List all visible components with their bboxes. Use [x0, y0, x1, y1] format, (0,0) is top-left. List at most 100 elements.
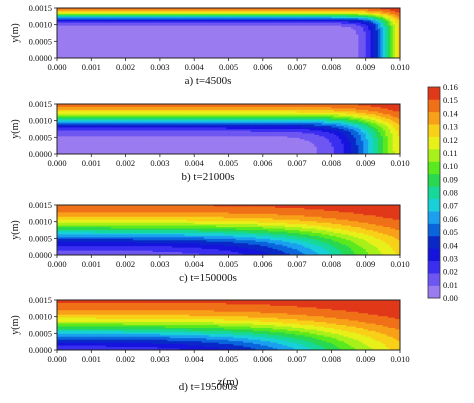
contour-cell	[132, 33, 136, 35]
contour-cell	[306, 10, 310, 13]
contour-cell	[120, 50, 124, 53]
contour-cell	[88, 56, 92, 58]
contour-cell	[184, 43, 188, 46]
contour-cell	[272, 25, 276, 28]
contour-cell	[302, 9, 305, 12]
contour-cell	[106, 28, 109, 31]
contour-cell	[279, 44, 283, 47]
contour-cell	[373, 47, 376, 50]
contour-cell	[108, 50, 112, 53]
contour-cell	[206, 28, 210, 31]
contour-cell	[324, 41, 327, 44]
contour-cell	[395, 104, 398, 106]
contour-cell	[177, 16, 180, 19]
contour-cell	[265, 31, 269, 34]
contour-cell	[272, 13, 276, 16]
contour-cell	[253, 104, 256, 106]
contour-cell	[123, 19, 126, 22]
contour-cell	[275, 16, 278, 19]
contour-cell	[86, 43, 90, 46]
contour-cell	[71, 38, 75, 41]
contour-cell	[284, 21, 288, 24]
contour-cell	[206, 55, 210, 57]
contour-cell	[98, 34, 102, 37]
contour-cell	[91, 53, 95, 56]
contour-cell	[272, 24, 276, 27]
contour-cell	[287, 8, 291, 10]
contour-cell	[262, 46, 266, 49]
contour-cell	[257, 16, 261, 19]
contour-cell	[211, 38, 215, 41]
contour-cell	[284, 37, 288, 40]
contour-cell	[110, 37, 114, 40]
contour-cell	[392, 104, 396, 106]
contour-cell	[81, 41, 85, 44]
contour-cell	[130, 30, 134, 32]
contour-cell	[157, 25, 161, 28]
contour-cell	[172, 16, 175, 19]
contour-cell	[64, 49, 68, 52]
contour-cell	[167, 35, 171, 38]
contour-cell	[287, 27, 291, 29]
contour-cell	[309, 19, 313, 22]
contour-cell	[302, 15, 305, 18]
contour-cell	[272, 28, 276, 31]
contour-cell	[387, 28, 391, 31]
contour-cell	[76, 18, 80, 21]
contour-cell	[245, 21, 249, 24]
contour-cell	[392, 27, 396, 29]
contour-cell	[108, 55, 112, 57]
contour-cell	[113, 30, 117, 32]
contour-cell	[184, 24, 188, 27]
contour-cell	[71, 50, 75, 53]
contour-cell	[79, 28, 82, 31]
contour-cell	[98, 53, 102, 56]
contour-cell	[235, 37, 239, 40]
contour-cell	[294, 53, 298, 56]
contour-cell	[355, 25, 359, 28]
contour-cell	[61, 22, 65, 25]
contour-cell	[71, 13, 75, 16]
contour-cell	[86, 53, 90, 56]
contour-cell	[179, 12, 183, 15]
contour-cell	[382, 40, 386, 43]
contour-cell	[348, 21, 352, 24]
contour-cell	[255, 10, 259, 13]
contour-cell	[140, 43, 144, 46]
contour-cell	[260, 18, 264, 21]
contour-cell	[265, 55, 269, 57]
contour-cell	[106, 40, 109, 43]
contour-cell	[272, 10, 276, 13]
contour-cell	[155, 41, 158, 44]
contour-cell	[206, 8, 210, 10]
contour-cell	[86, 41, 90, 44]
contour-cell	[201, 38, 205, 41]
contour-cell	[98, 55, 102, 57]
contour-cell	[316, 37, 320, 40]
contour-cell	[385, 10, 389, 13]
contour-cell	[106, 105, 109, 108]
contour-cell	[243, 46, 247, 49]
contour-cell	[346, 49, 349, 52]
contour-cell	[169, 40, 173, 43]
contour-cell	[351, 8, 354, 10]
contour-cell	[174, 8, 178, 10]
contour-cell	[270, 19, 273, 22]
contour-cell	[275, 8, 278, 10]
contour-cell	[69, 9, 73, 12]
contour-cell	[140, 55, 144, 57]
contour-cell	[172, 22, 175, 25]
contour-cell	[304, 37, 308, 40]
contour-cell	[287, 9, 291, 12]
contour-cell	[113, 10, 117, 13]
contour-cell	[162, 27, 166, 29]
contour-cell	[132, 8, 136, 10]
contour-cell	[204, 9, 207, 12]
contour-cell	[292, 46, 296, 49]
contour-cell	[346, 46, 349, 49]
contour-cell	[91, 34, 95, 37]
contour-cell	[83, 37, 87, 40]
contour-cell	[272, 33, 276, 35]
contour-cell	[265, 104, 269, 106]
contour-cell	[370, 52, 374, 54]
